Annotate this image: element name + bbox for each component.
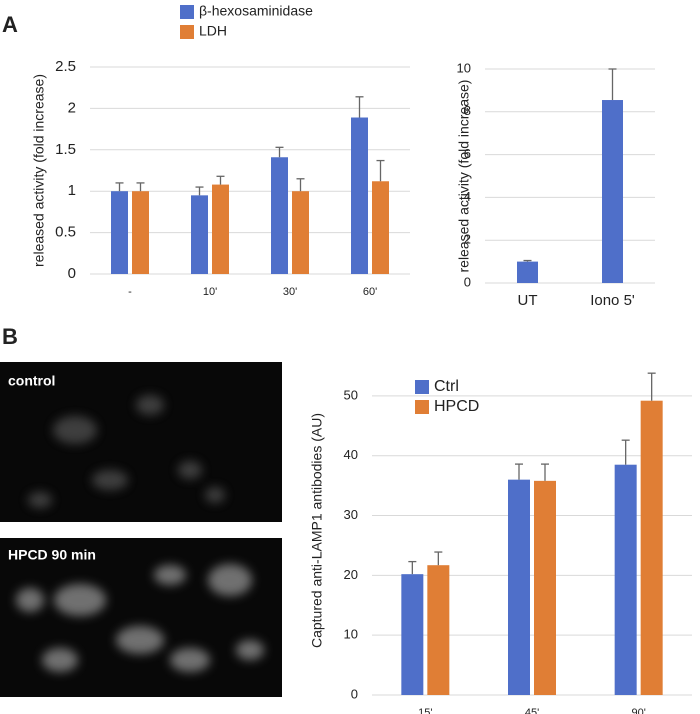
x-tick-label: - [128, 286, 132, 298]
x-tick-label: Iono 5' [590, 292, 635, 309]
y-tick-label: 20 [344, 567, 358, 582]
micrograph: control [0, 362, 282, 522]
error-bar [275, 146, 284, 158]
error-bar [355, 96, 364, 118]
y-tick-label: 4 [464, 189, 471, 204]
bar [292, 191, 309, 274]
bar [372, 181, 389, 274]
y-tick-label: 2.5 [55, 58, 76, 75]
error-bar [515, 463, 523, 480]
x-tick-label: UT [518, 292, 538, 309]
x-tick-label: 30' [283, 286, 297, 298]
error-bar [541, 463, 549, 481]
legend-swatch [180, 5, 194, 19]
error-bar [136, 182, 145, 192]
x-tick-label: 60' [363, 286, 377, 298]
legend-swatch [415, 380, 429, 394]
error-bar [434, 551, 443, 566]
bar [508, 479, 530, 695]
chart: 0 0.5 1 1.5 2 2.5 released activity (fold incr… [31, 3, 410, 298]
error-bar [408, 560, 417, 575]
error-bar [216, 175, 225, 185]
error-bar [647, 372, 656, 401]
x-tick-label: 15' [418, 707, 432, 714]
y-axis-label: Captured anti-LAMP1 antibodies (AU) [309, 413, 325, 648]
error-bar [376, 159, 385, 182]
legend: Ctrl HPCD [415, 378, 479, 415]
error-bar [195, 186, 204, 196]
y-tick-label: 0 [351, 686, 358, 701]
y-tick-label: 6 [464, 146, 471, 161]
bar [602, 100, 623, 283]
legend: β-hexosaminidase LDH [180, 3, 313, 39]
y-axis-label: released activity (fold increase) [456, 80, 472, 273]
chart: 0 2 4 6 8 10 released activity (fold increase)… [456, 60, 655, 309]
error-bar [621, 439, 630, 465]
error-bar [523, 259, 532, 262]
y-tick-label: 10 [457, 60, 471, 75]
bar [427, 565, 450, 695]
y-tick-label: 30 [344, 507, 358, 522]
bar [640, 400, 663, 695]
image-label: control [8, 373, 55, 389]
bar [614, 464, 637, 695]
bar [191, 195, 208, 274]
y-tick-label: 0 [68, 265, 76, 282]
y-tick-label: 1 [68, 182, 76, 199]
chart: 0 10 20 30 40 50 Captured anti-LAMP1 antibodie… [309, 372, 692, 714]
y-tick-label: 2 [68, 99, 76, 116]
legend-label: HPCD [434, 398, 479, 415]
bar [534, 480, 556, 695]
y-tick-label: 8 [464, 103, 471, 118]
legend-label: Ctrl [434, 378, 459, 395]
y-tick-label: 10 [344, 627, 358, 642]
y-tick-label: 1.5 [55, 141, 76, 158]
legend-swatch [415, 400, 429, 414]
y-tick-label: 40 [344, 447, 358, 462]
y-tick-label: 0.5 [55, 224, 76, 241]
bar [401, 574, 424, 695]
micrograph: HPCD 90 min [0, 538, 282, 697]
x-tick-label: 45' [525, 707, 539, 714]
y-tick-label: 0 [464, 274, 471, 289]
panel-label: A [2, 12, 18, 37]
error-bar [608, 68, 617, 101]
x-tick-label: 90' [631, 707, 645, 714]
bar [351, 117, 368, 275]
x-tick-label: 10' [203, 286, 217, 298]
legend-swatch [180, 25, 194, 39]
legend-label: β-hexosaminidase [199, 3, 313, 19]
error-bar [296, 178, 305, 192]
error-bar [115, 182, 124, 192]
y-tick-label: 2 [464, 232, 471, 247]
y-axis-label: released activity (fold increase) [31, 74, 47, 267]
bar [132, 191, 149, 274]
legend-label: LDH [199, 23, 227, 39]
bar [212, 184, 229, 274]
bar [111, 191, 128, 274]
bar [271, 157, 288, 274]
bar [517, 261, 538, 283]
panel-label: B [2, 324, 18, 349]
y-tick-label: 50 [344, 387, 358, 402]
image-label: HPCD 90 min [8, 547, 96, 563]
